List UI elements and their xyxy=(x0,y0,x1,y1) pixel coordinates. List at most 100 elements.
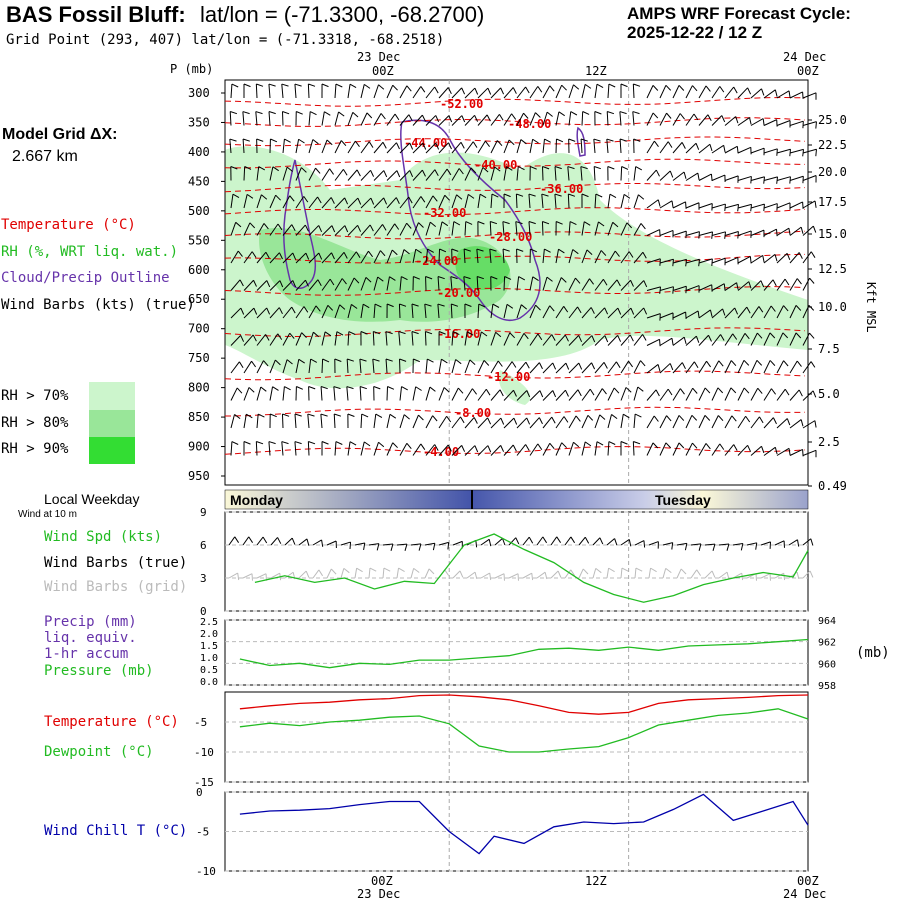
precip-tick-label: 2.5 xyxy=(200,617,218,628)
barb-flag xyxy=(396,143,399,149)
barb-staff xyxy=(334,414,335,428)
wind-barb xyxy=(712,175,725,182)
barb-staff xyxy=(269,442,270,456)
barb-staff xyxy=(660,201,672,208)
barb-staff xyxy=(568,194,569,208)
barb-staff xyxy=(569,390,578,401)
barb-staff xyxy=(751,417,759,428)
barb-flag xyxy=(719,361,723,366)
barb-flag xyxy=(384,568,390,571)
barb-flag xyxy=(658,200,660,207)
barb-staff xyxy=(777,91,789,98)
barb-flag xyxy=(565,390,568,396)
wind-barb xyxy=(295,442,302,456)
pressure-tick-label: 650 xyxy=(188,292,210,306)
barb-staff xyxy=(565,537,571,545)
wind-barb xyxy=(426,87,438,98)
barb-flag xyxy=(306,571,309,577)
barb-flag xyxy=(600,538,603,544)
surface-wind-barb-grid xyxy=(369,568,376,578)
barb-staff xyxy=(699,388,705,401)
wind-barb xyxy=(335,84,342,98)
barb-staff xyxy=(439,116,449,126)
barb-flag xyxy=(775,90,777,97)
wind-barb xyxy=(686,388,697,400)
barb-staff xyxy=(257,414,258,428)
barb-flag xyxy=(672,543,673,550)
barb-flag xyxy=(367,113,372,118)
barb-flag xyxy=(370,568,376,571)
wind-barb xyxy=(621,361,633,373)
barb-flag xyxy=(744,388,749,393)
barb-staff xyxy=(551,571,558,578)
barb-staff xyxy=(699,415,705,428)
barb-staff xyxy=(231,442,232,456)
barb-staff xyxy=(647,230,660,236)
barb-staff xyxy=(686,86,692,98)
barb-staff xyxy=(374,414,376,428)
barb-flag xyxy=(705,388,710,393)
barb-staff xyxy=(660,443,666,456)
barb-staff xyxy=(673,172,684,181)
barb-staff xyxy=(295,414,296,428)
barb-flag xyxy=(393,443,398,448)
barb-staff xyxy=(308,84,309,98)
wind-barb xyxy=(361,113,372,126)
barb-staff xyxy=(595,389,602,401)
barb-flag xyxy=(310,112,316,115)
barb-flag xyxy=(801,420,803,427)
barb-flag xyxy=(750,256,751,263)
wind-barb xyxy=(712,232,726,239)
wind-barb xyxy=(582,84,591,98)
weekday-tuesday: Tuesday xyxy=(655,492,711,508)
height-tick-label: 0.49 xyxy=(818,479,847,493)
barb-staff xyxy=(361,442,364,456)
wind-barb xyxy=(699,115,711,126)
barb-staff xyxy=(399,304,400,318)
wind-barb xyxy=(504,445,516,456)
barb-staff xyxy=(764,229,777,235)
barb-staff xyxy=(335,112,339,126)
barb-staff xyxy=(608,414,611,428)
temperature-tick-label: -5 xyxy=(194,716,207,729)
barb-staff xyxy=(712,204,725,208)
barb-staff xyxy=(764,90,775,98)
barb-flag xyxy=(433,416,437,421)
wind-barb xyxy=(595,389,607,401)
wind-barb xyxy=(244,414,252,428)
barb-staff xyxy=(387,443,393,456)
wind-barb xyxy=(569,416,580,428)
surface-wind-barb-grid xyxy=(383,568,390,578)
barb-flag xyxy=(238,573,239,580)
wind-barb xyxy=(764,90,777,98)
wind-barb xyxy=(777,91,790,98)
wind-barb xyxy=(269,112,276,126)
barb-flag xyxy=(679,85,684,90)
barb-staff xyxy=(673,443,679,456)
wind-barb xyxy=(738,118,751,126)
wind-barb xyxy=(348,141,360,153)
surface-wind-barb-grid xyxy=(607,568,615,578)
barb-staff xyxy=(327,569,331,578)
barb-flag xyxy=(590,389,594,395)
barb-flag xyxy=(533,139,539,143)
barb-staff xyxy=(764,120,777,126)
barb-staff xyxy=(523,537,529,545)
wind-barb xyxy=(712,416,723,428)
barb-staff xyxy=(633,112,634,126)
barb-flag xyxy=(746,416,750,422)
surface-wind-barb-grid xyxy=(705,571,715,578)
wind-barb xyxy=(608,167,614,181)
barb-flag xyxy=(583,569,588,574)
barb-staff xyxy=(660,142,668,153)
barb-staff xyxy=(322,169,330,181)
wind-barb xyxy=(530,363,543,373)
wind-barb xyxy=(725,204,739,211)
barb-flag xyxy=(237,388,242,393)
wind-barb xyxy=(803,93,816,100)
barb-staff xyxy=(803,122,816,126)
barb-flag xyxy=(692,443,697,448)
barb-staff xyxy=(725,388,731,401)
barb-flag xyxy=(797,540,798,547)
